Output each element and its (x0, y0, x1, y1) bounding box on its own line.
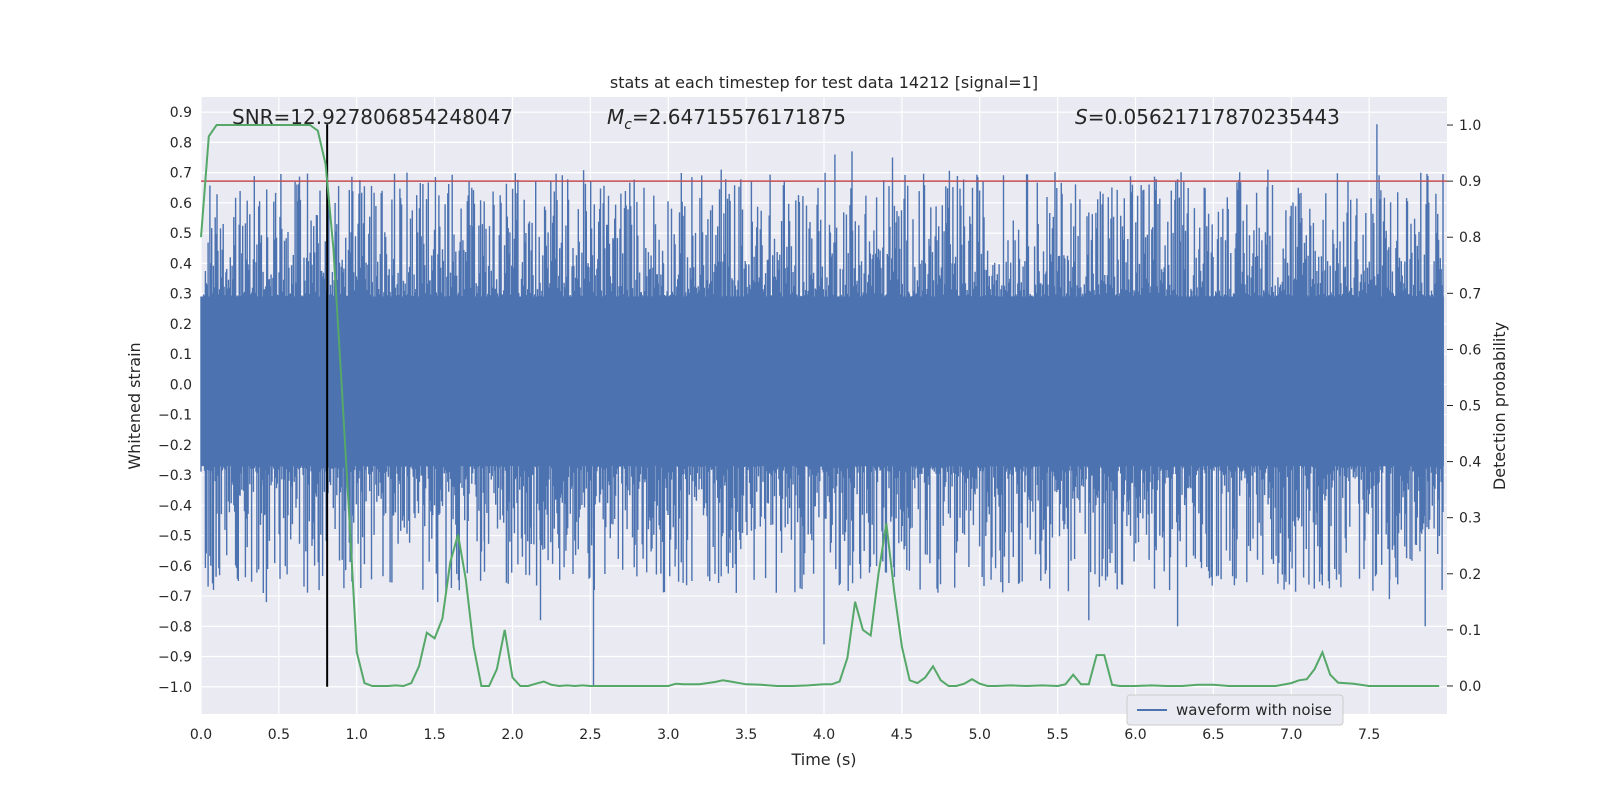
y-tick-label: 0.6 (170, 196, 192, 212)
x-tick-label: 2.5 (579, 727, 601, 743)
y2-tick-label: 0.4 (1459, 455, 1481, 471)
x-axis-title: Time (s) (790, 750, 856, 769)
x-tick-label: 0.0 (190, 727, 212, 743)
probability-curve (200, 124, 1440, 688)
y-tick-label: −0.7 (158, 589, 192, 605)
y-tick-label: −0.3 (158, 468, 192, 484)
y-tick-label: −0.8 (158, 619, 192, 635)
y2-tick-label: 0.0 (1459, 679, 1481, 695)
chirp-mass-symbol: M (607, 105, 624, 129)
y-tick-label: −1.0 (158, 680, 192, 696)
y-tick-label: 0.4 (170, 256, 192, 272)
y-tick-label: −0.2 (158, 438, 192, 454)
y-tick-label: −0.1 (158, 408, 192, 424)
y2-tick-label: 0.5 (1459, 399, 1481, 415)
y-tick-label: 0.2 (170, 317, 192, 333)
y2-tick-label: 0.6 (1459, 342, 1481, 358)
significance-symbol: S (1075, 105, 1088, 129)
y2-tick-label: 0.1 (1459, 623, 1481, 639)
legend-label-waveform: waveform with noise (1176, 701, 1332, 719)
x-tick-label: 6.5 (1202, 727, 1224, 743)
x-tick-label: 4.0 (813, 727, 835, 743)
x-tick-label: 0.5 (268, 727, 290, 743)
y2-tick-label: 0.3 (1459, 511, 1481, 527)
x-tick-label: 4.5 (891, 727, 913, 743)
x-tick-label: 3.0 (657, 727, 679, 743)
chirp-mass-annotation: Mc=2.64715576171875 (607, 105, 846, 133)
y2-tick-label: 1.0 (1459, 118, 1481, 134)
y-tick-label: −0.9 (158, 650, 192, 666)
x-tick-label: 2.0 (501, 727, 523, 743)
y-tick-label: −0.5 (158, 529, 192, 545)
y2-axis-title: Detection probability (1490, 322, 1509, 490)
x-tick-label: 3.5 (735, 727, 757, 743)
y2-tick-label: 0.7 (1459, 286, 1481, 302)
snr-annotation: SNR=12.927806854248047 (232, 105, 513, 129)
waveform-series (200, 124, 1444, 687)
x-tick-label: 1.5 (423, 727, 445, 743)
y-tick-label: 0.0 (170, 377, 192, 393)
legend-box (1126, 694, 1344, 726)
chirp-mass-subscript: c (624, 117, 632, 133)
y2-tick-label: 0.2 (1459, 567, 1481, 583)
x-tick-label: 7.5 (1358, 727, 1380, 743)
significance-value: =0.05621717870235443 (1088, 105, 1340, 129)
y2-tick-label: 0.9 (1459, 174, 1481, 190)
chirp-mass-value: =2.64715576171875 (632, 105, 846, 129)
y-tick-label: 0.8 (170, 135, 192, 151)
probability-series (200, 124, 1440, 688)
y-tick-label: 0.9 (170, 105, 192, 121)
y-tick-label: 0.7 (170, 166, 192, 182)
waveform-trace (200, 124, 1444, 687)
x-tick-label: 6.0 (1124, 727, 1146, 743)
y-tick-label: −0.4 (158, 498, 192, 514)
x-tick-label: 7.0 (1280, 727, 1302, 743)
y-tick-label: 0.1 (170, 347, 192, 363)
y-axis-title: Whitened strain (125, 342, 144, 469)
chart-title: stats at each timestep for test data 142… (610, 73, 1038, 92)
x-tick-label: 1.0 (346, 727, 368, 743)
y-tick-label: 0.3 (170, 287, 192, 303)
legend: waveform with noise (1126, 694, 1344, 726)
x-tick-label: 5.0 (969, 727, 991, 743)
y-tick-label: 0.5 (170, 226, 192, 242)
y-tick-label: −0.6 (158, 559, 192, 575)
x-tick-label: 5.5 (1046, 727, 1068, 743)
axes: 0.0 0.5 1.0 1.5 2.0 2.5 3.0 3.5 4.0 4.5 5.0 5.5 6.0 6… (158, 105, 1481, 743)
significance-annotation: S=0.05621717870235443 (1075, 105, 1340, 129)
y2-tick-label: 0.8 (1459, 230, 1481, 246)
